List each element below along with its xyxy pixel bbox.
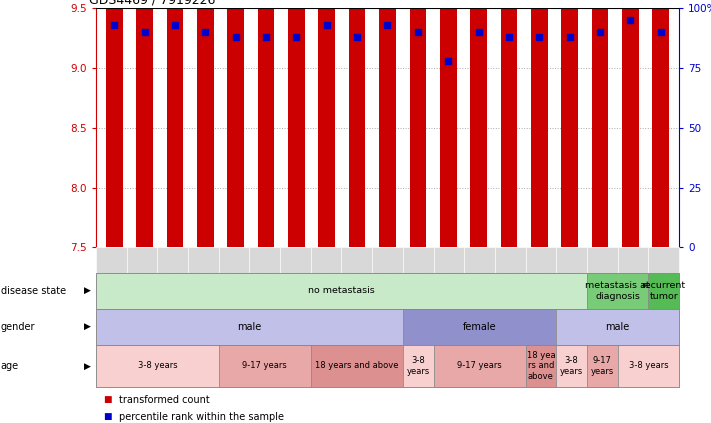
Text: 3-8
years: 3-8 years: [560, 356, 583, 376]
Text: 9-17
years: 9-17 years: [591, 356, 614, 376]
Text: GDS4469 / 7919226: GDS4469 / 7919226: [89, 0, 215, 6]
Text: ■: ■: [103, 395, 112, 404]
Bar: [622, 0, 638, 247]
Bar: [288, 0, 305, 247]
Text: ■: ■: [103, 412, 112, 421]
Text: 3-8
years: 3-8 years: [407, 356, 430, 376]
Bar: [379, 0, 396, 247]
Text: age: age: [1, 361, 18, 371]
Text: female: female: [463, 322, 496, 332]
Text: gender: gender: [1, 322, 36, 332]
Bar: [653, 0, 669, 247]
Text: ▶: ▶: [84, 286, 91, 295]
Bar: [257, 0, 274, 247]
Bar: [440, 0, 456, 247]
Text: 3-8 years: 3-8 years: [137, 361, 177, 371]
Text: recurrent
tumor: recurrent tumor: [641, 281, 685, 300]
Text: ▶: ▶: [84, 322, 91, 331]
Text: ▶: ▶: [84, 361, 91, 371]
Text: percentile rank within the sample: percentile rank within the sample: [119, 412, 284, 422]
Bar: [531, 0, 547, 247]
Bar: [137, 0, 153, 247]
Bar: [166, 0, 183, 247]
Text: no metastasis: no metastasis: [308, 286, 375, 295]
Text: transformed count: transformed count: [119, 395, 210, 405]
Text: disease state: disease state: [1, 286, 66, 296]
Text: male: male: [237, 322, 262, 332]
Text: 9-17 years: 9-17 years: [457, 361, 502, 371]
Text: 3-8 years: 3-8 years: [629, 361, 668, 371]
Text: metastasis at
diagnosis: metastasis at diagnosis: [585, 281, 650, 300]
Bar: [501, 0, 518, 247]
Bar: [197, 0, 213, 247]
Text: male: male: [606, 322, 630, 332]
Text: 9-17 years: 9-17 years: [242, 361, 287, 371]
Text: 18 years and above: 18 years and above: [315, 361, 399, 371]
Bar: [470, 0, 487, 247]
Bar: [319, 0, 335, 247]
Bar: [410, 0, 426, 247]
Bar: [228, 0, 244, 247]
Text: 18 yea
rs and
above: 18 yea rs and above: [527, 351, 555, 381]
Bar: [562, 0, 578, 247]
Bar: [106, 0, 122, 247]
Bar: [592, 0, 609, 247]
Bar: [349, 0, 365, 247]
